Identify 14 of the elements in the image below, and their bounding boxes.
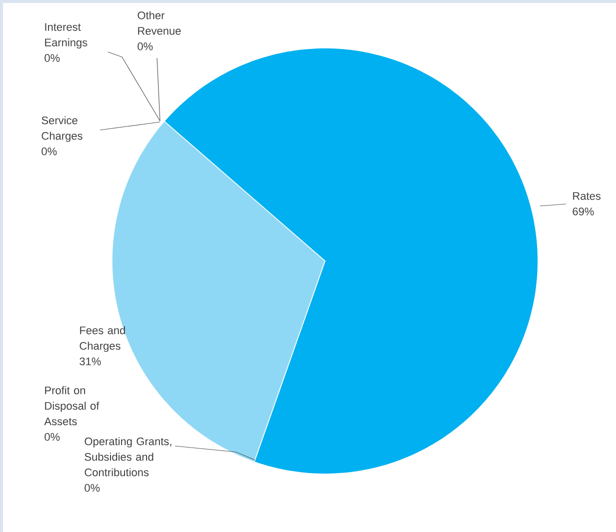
- text: 0%: [42, 147, 57, 156]
- category-label: Operating Grants, Subsidies and Contributions: [84, 437, 172, 476]
- data-label: 31%: [80, 357, 101, 366]
- text: 0%: [44, 54, 60, 62]
- text: 0%: [44, 432, 60, 441]
- category-label: Service Charges: [42, 116, 82, 142]
- text: 0%: [84, 484, 100, 492]
- slice-label: Rates: [573, 192, 601, 200]
- slice-label: Fees and Charges: [80, 326, 125, 352]
- text: 0%: [138, 42, 153, 50]
- data-label: 69%: [572, 208, 594, 216]
- category-label: Profit on Disposal of Assets: [44, 386, 100, 426]
- category-label: Interest Earnings: [45, 23, 88, 49]
- category-label: Other Revenue: [138, 11, 181, 35]
